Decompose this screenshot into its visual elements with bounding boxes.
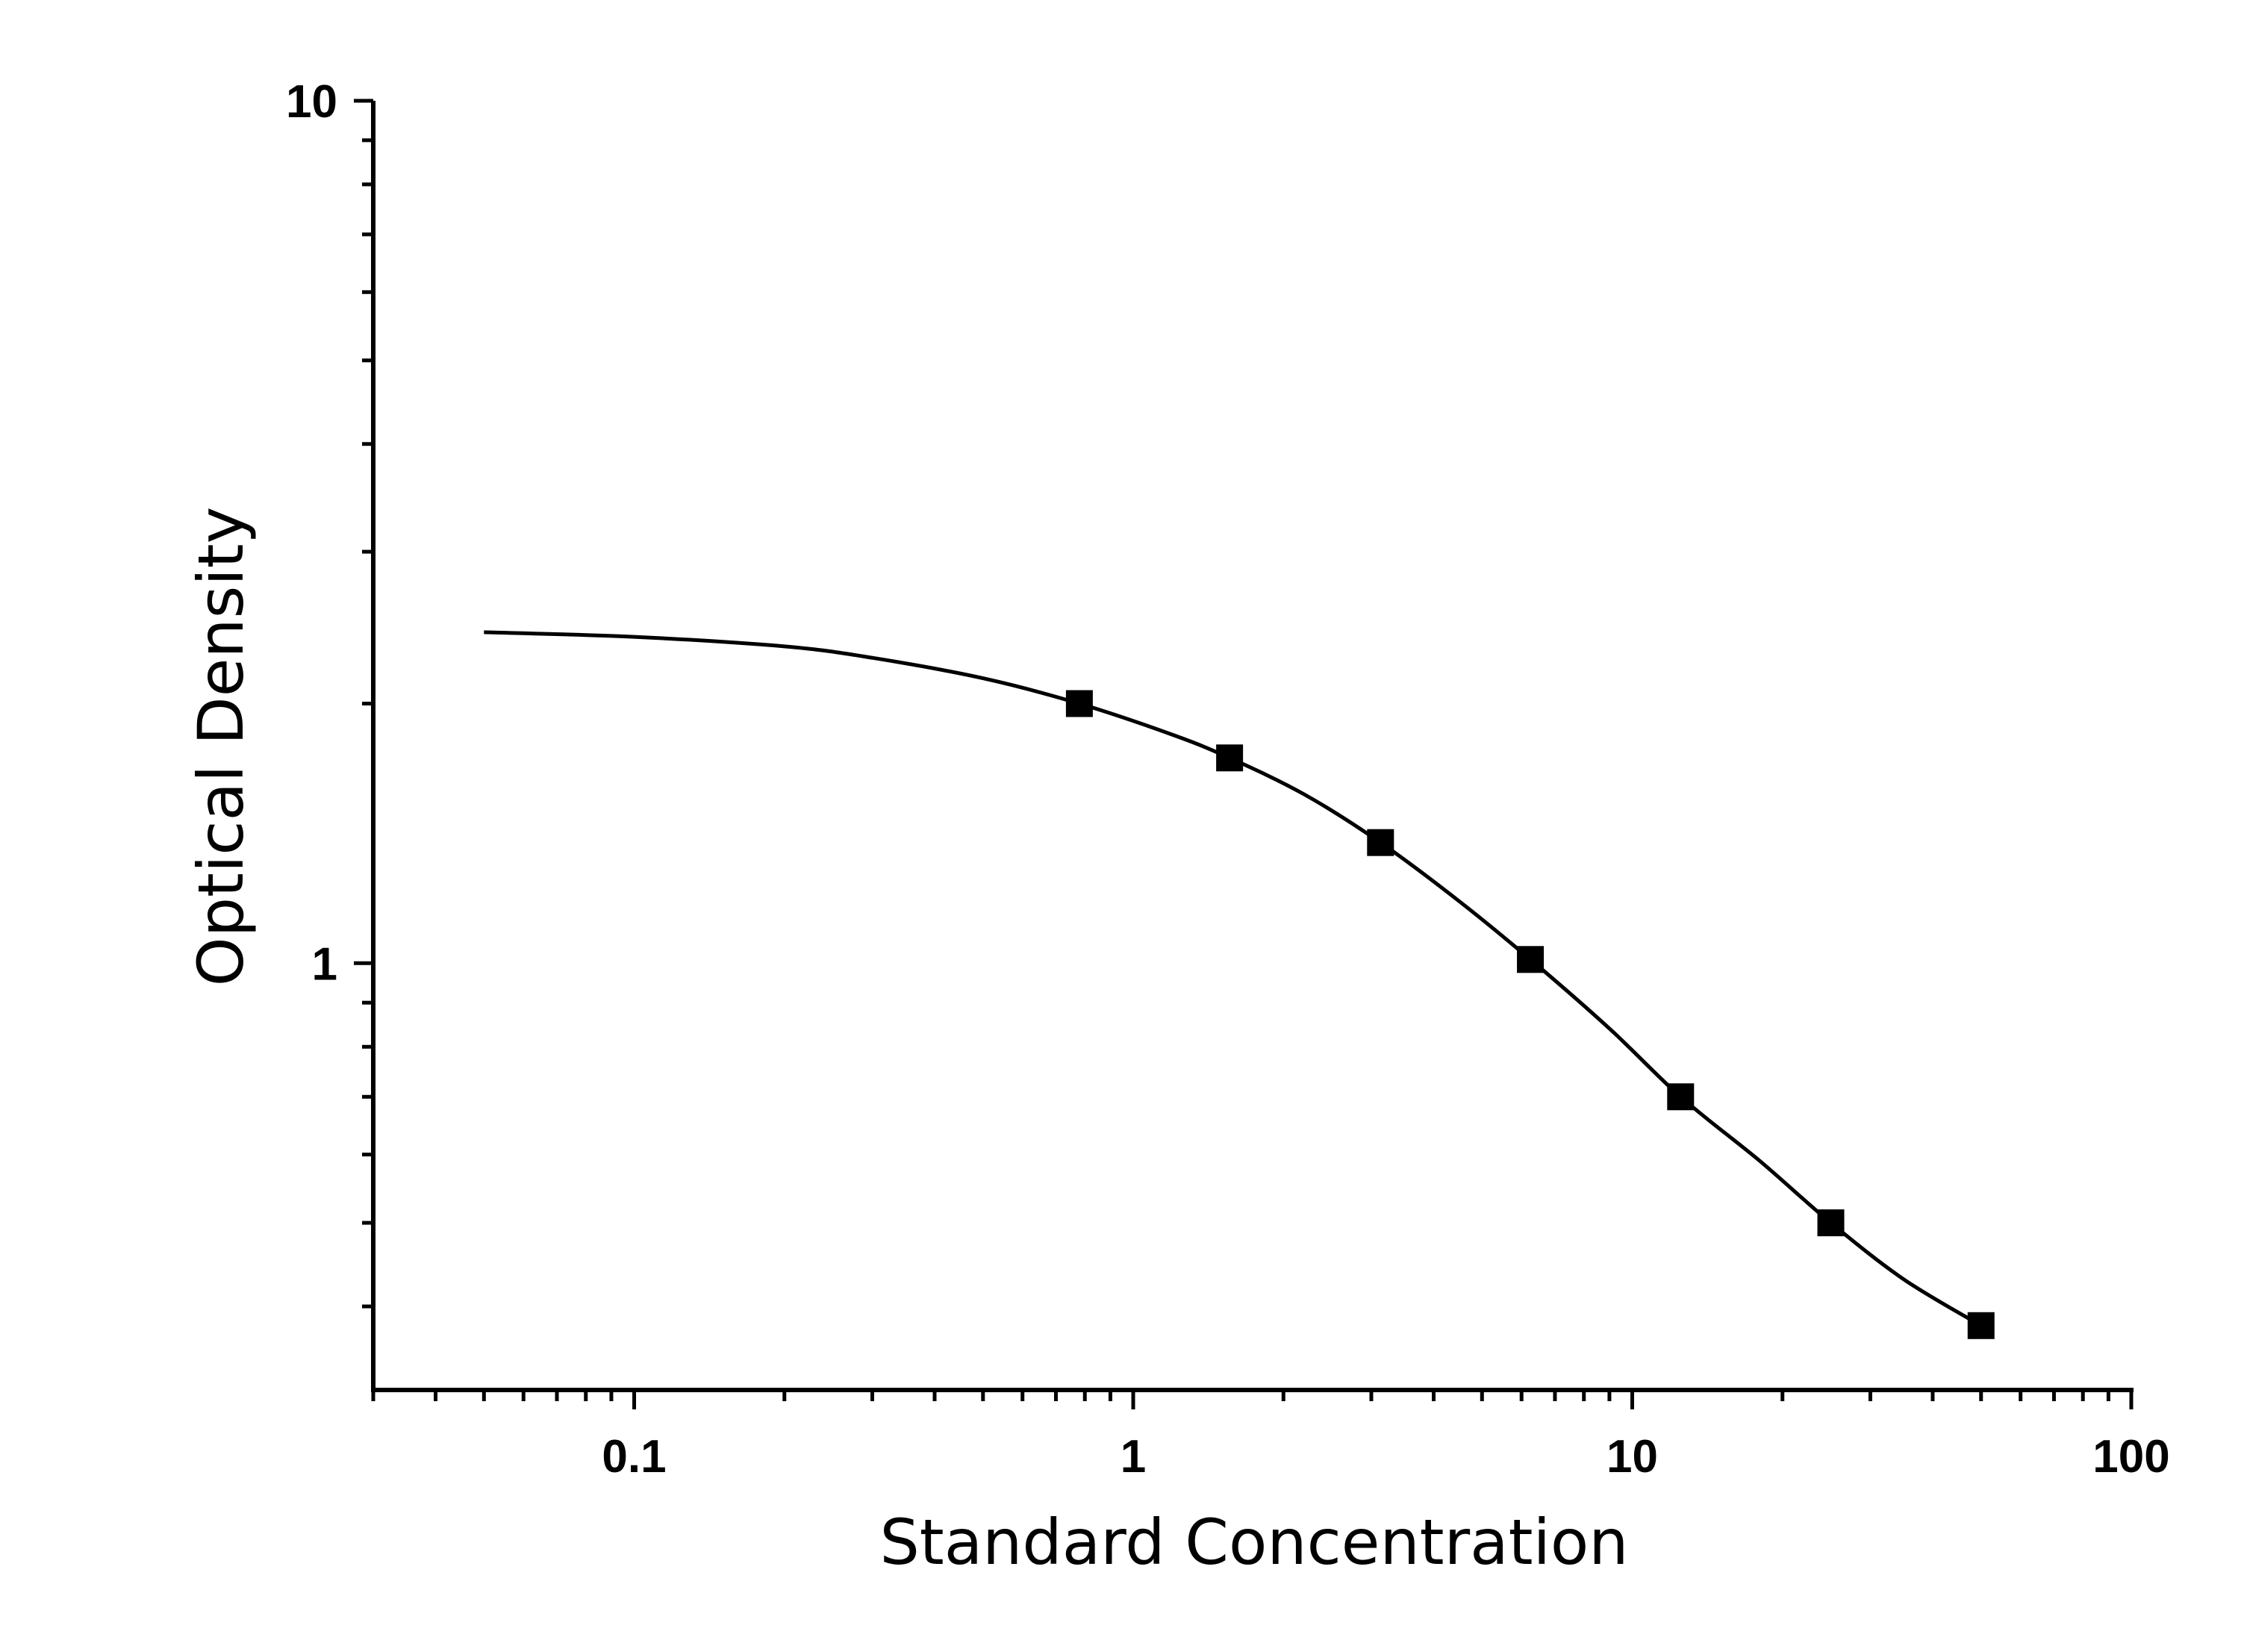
data-point xyxy=(1367,829,1394,856)
y-axis-title: Optical Density xyxy=(184,507,258,987)
x-ticks: 0.1 1 10 100 xyxy=(371,1390,2170,1483)
x-tick-label: 1 xyxy=(1121,1431,1146,1483)
data-point xyxy=(1667,1083,1695,1111)
x-axis-title: Standard Concentration xyxy=(879,1506,1628,1579)
x-tick-label: 100 xyxy=(2092,1431,2169,1483)
fit-curve xyxy=(484,630,1983,1327)
y-tick-label: 10 xyxy=(286,76,337,128)
data-point xyxy=(1817,1209,1845,1237)
x-tick-label: 10 xyxy=(1606,1431,1658,1483)
x-tick-label: 0.1 xyxy=(602,1431,666,1483)
y-tick-label: 1 xyxy=(312,938,337,990)
y-ticks: 1 10 xyxy=(286,76,373,1309)
data-point xyxy=(1517,946,1545,973)
data-point xyxy=(1216,744,1244,772)
data-points xyxy=(1065,690,1995,1339)
data-point xyxy=(1065,690,1093,717)
data-point xyxy=(1967,1312,1995,1339)
axes xyxy=(371,101,2134,1392)
